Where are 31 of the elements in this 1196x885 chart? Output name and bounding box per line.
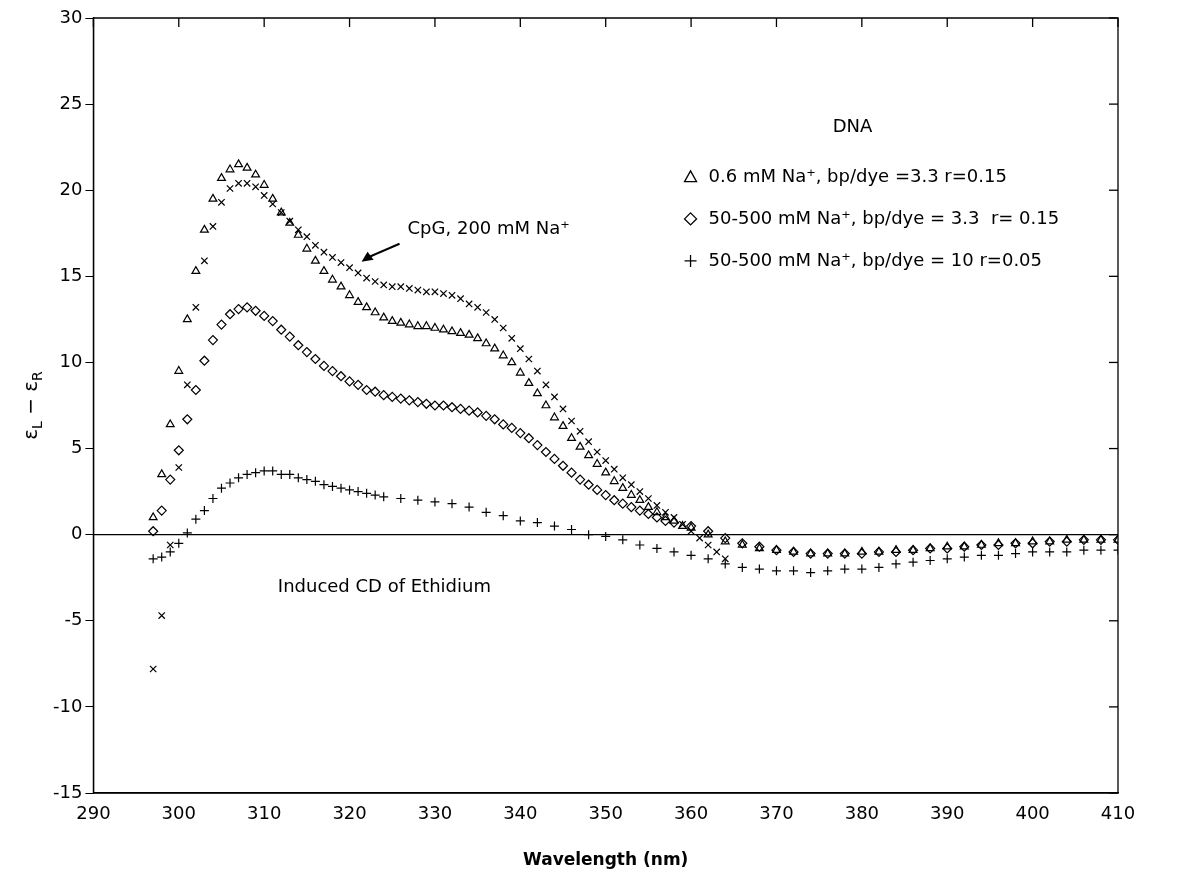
legend-label: 50-500 mM Na⁺, bp/dye = 3.3 r= 0.15 <box>708 206 1060 228</box>
x-tick-label: 400 <box>1015 802 1050 824</box>
x-tick-label: 320 <box>332 802 367 824</box>
y-tick-label: 25 <box>59 91 83 113</box>
y-tick-label: 10 <box>59 350 83 372</box>
y-tick-label: 15 <box>59 264 83 286</box>
y-tick-label: 20 <box>59 177 83 199</box>
y-tick-label: 0 <box>70 522 83 544</box>
y-tick-label: 5 <box>70 436 83 458</box>
annotation: Induced CD of Ethidium <box>277 575 491 597</box>
y-tick-label: 30 <box>59 5 83 27</box>
x-tick-label: 370 <box>759 802 794 824</box>
x-tick-label: 350 <box>588 802 623 824</box>
text: CpG, 200 mM Na⁺ <box>407 217 570 239</box>
x-tick-label: 340 <box>503 802 538 824</box>
x-axis-title: Wavelength (nm) <box>523 849 689 870</box>
x-tick-label: 360 <box>673 802 709 824</box>
x-tick-label: 410 <box>1100 802 1136 824</box>
y-tick-label: -10 <box>52 694 83 716</box>
x-tick-label: 300 <box>161 802 196 824</box>
legend-title: DNA <box>832 114 874 136</box>
x-tick-label: 380 <box>844 802 880 824</box>
y-tick-label: -5 <box>64 608 83 630</box>
x-tick-label: 330 <box>417 802 453 824</box>
legend-label: 50-500 mM Na⁺, bp/dye = 10 r=0.05 <box>708 248 1043 270</box>
legend-label: 0.6 mM Na⁺, bp/dye =3.3 r=0.15 <box>708 164 1007 186</box>
x-tick-label: 390 <box>930 802 965 824</box>
x-tick-label: 310 <box>246 802 282 824</box>
y-tick-label: -15 <box>52 780 83 802</box>
y-axis-title: εL − εR <box>17 370 46 440</box>
x-tick-label: 290 <box>76 802 111 824</box>
